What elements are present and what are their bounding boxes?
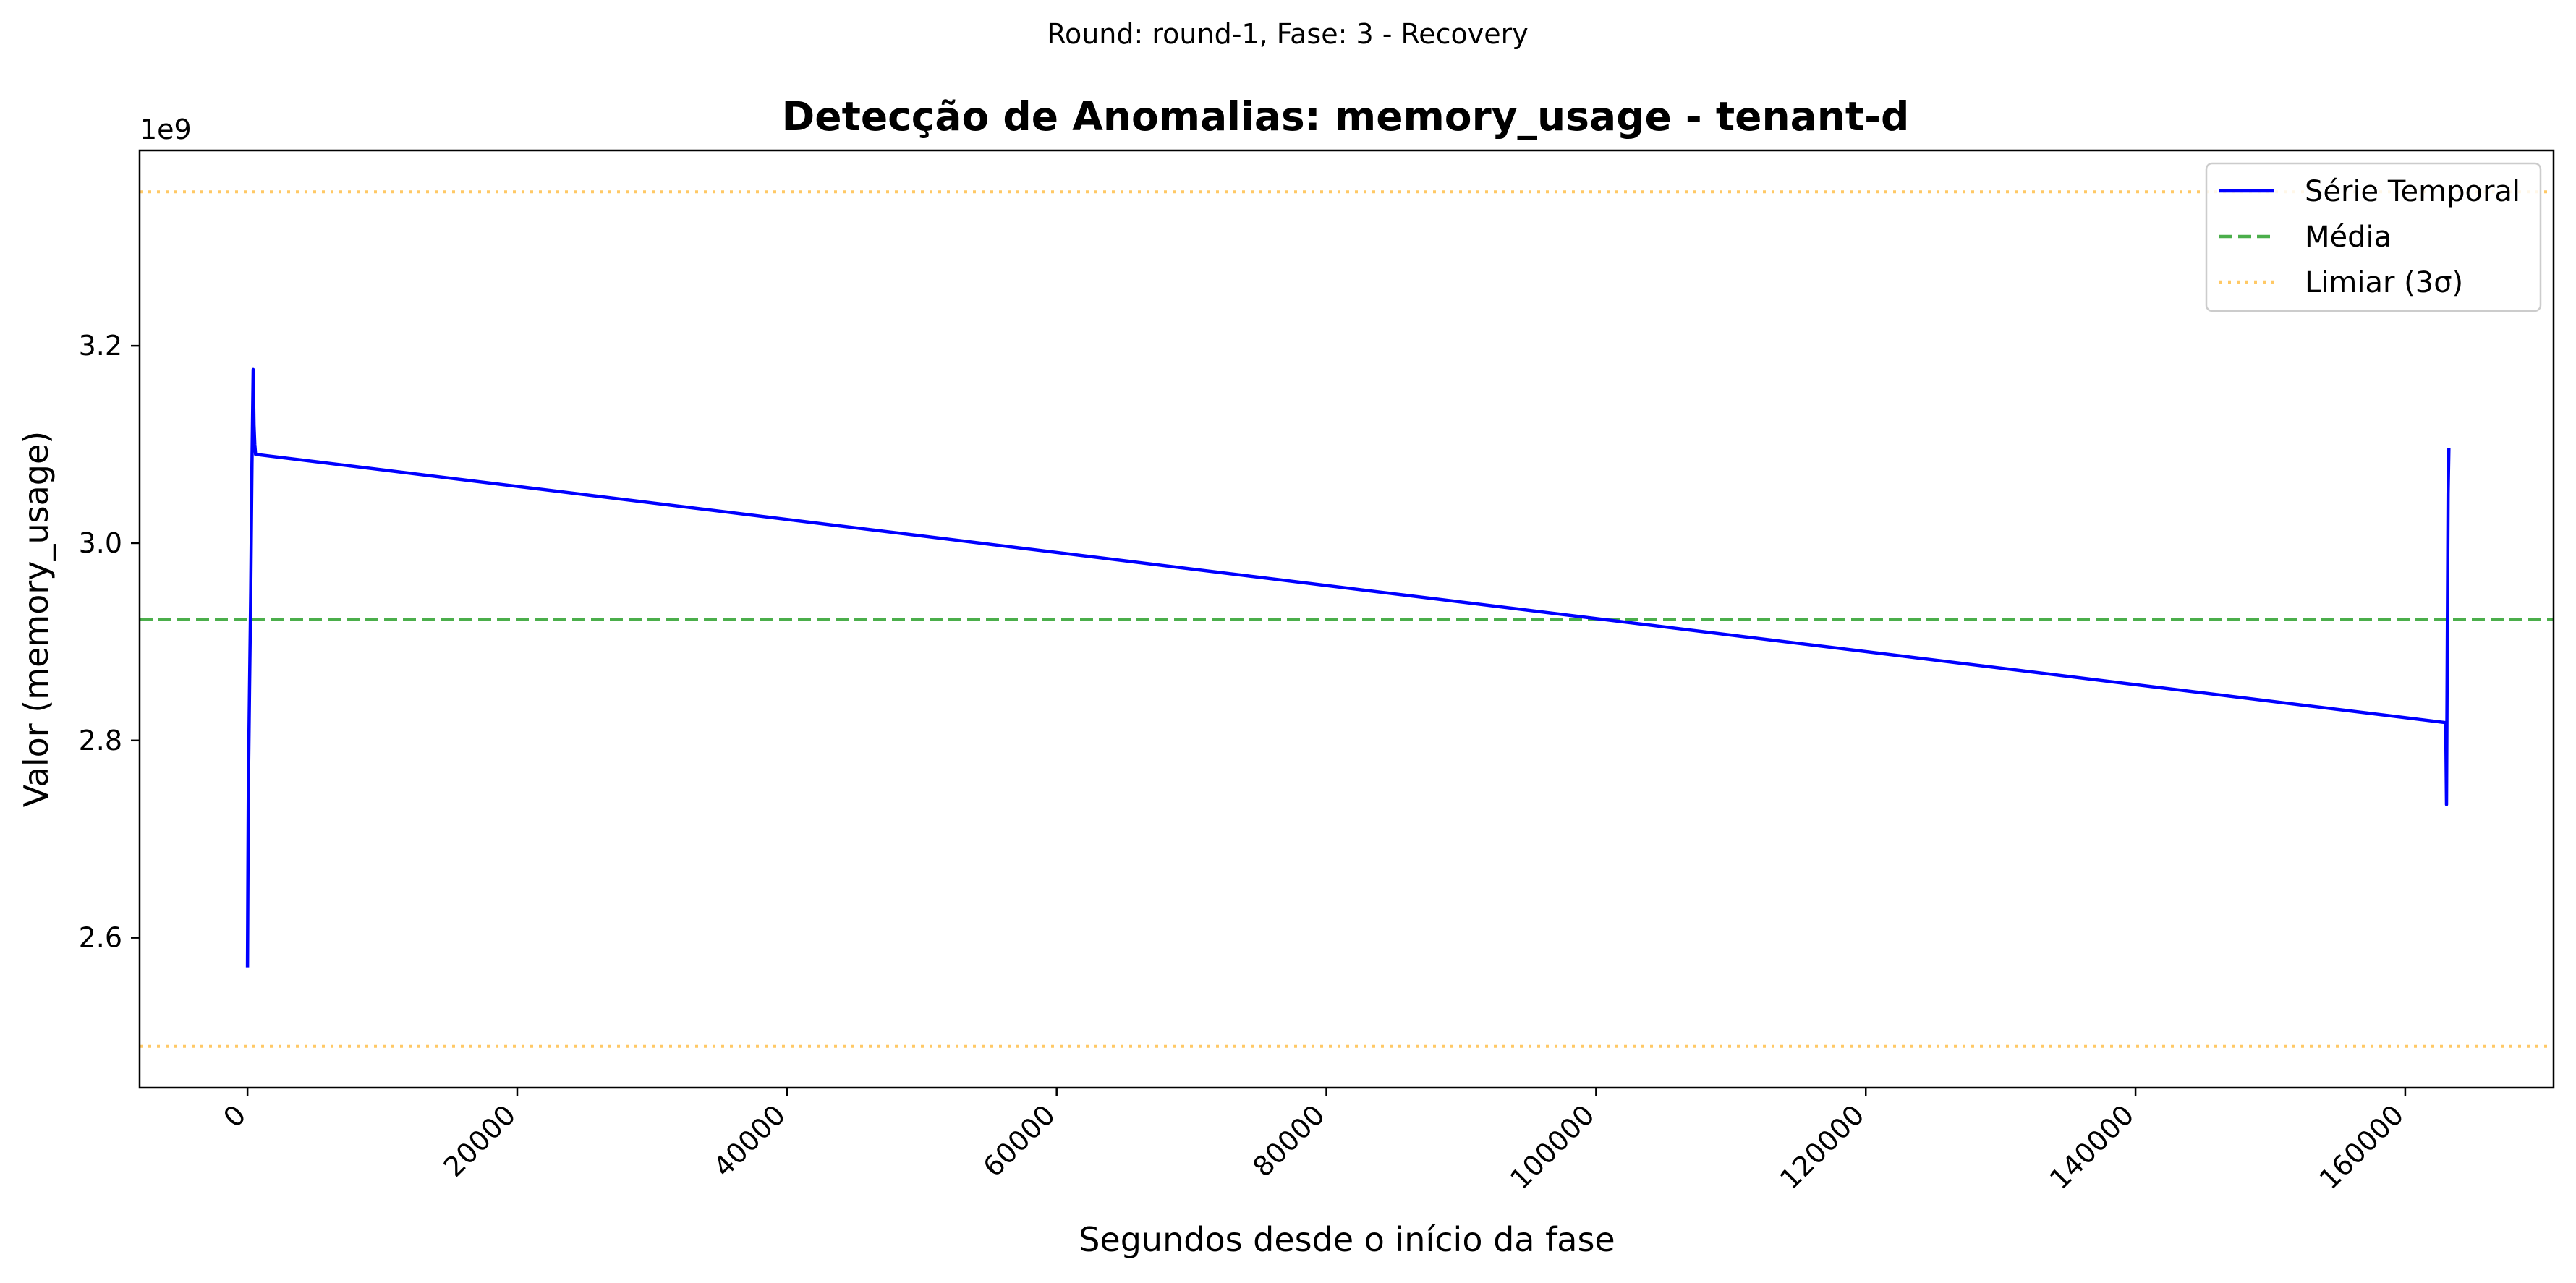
x-tick-label: 60000 (977, 1099, 1061, 1183)
x-tick-label: 160000 (2313, 1099, 2410, 1195)
legend-label: Limiar (3σ) (2305, 266, 2463, 299)
y-axis: 2.6 2.8 3.0 3.2 (79, 330, 140, 954)
y-tick-label: 3.2 (79, 330, 122, 362)
y-tick-label: 2.8 (79, 725, 122, 756)
x-tick-label: 20000 (438, 1099, 522, 1183)
x-tick-label: 80000 (1246, 1099, 1331, 1183)
x-tick-label: 0 (217, 1099, 252, 1133)
x-axis-label: Segundos desde o início da fase (1079, 1220, 1615, 1259)
plot-area (140, 190, 2554, 1048)
y-axis-label: Valor (memory_usage) (17, 431, 56, 807)
x-tick-label: 120000 (1774, 1099, 1871, 1195)
x-tick-label: 140000 (2044, 1099, 2141, 1195)
legend-label: Média (2305, 221, 2392, 254)
series-line-serie-temporal (245, 367, 2451, 968)
x-tick-label: 40000 (707, 1099, 792, 1183)
legend-box (2205, 162, 2542, 312)
y-tick-label: 3.0 (79, 527, 122, 559)
y-tick-label: 2.6 (79, 922, 122, 954)
chart-title: Detecção de Anomalias: memory_usage - te… (782, 93, 1910, 140)
y-offset-label: 1e9 (140, 114, 192, 145)
legend-label: Série Temporal (2305, 175, 2520, 208)
legend: Série Temporal Média Limiar (3σ) (2205, 162, 2542, 312)
figure-suptitle: Round: round-1, Fase: 3 - Recovery (1047, 18, 1528, 50)
x-tick-label: 100000 (1504, 1099, 1601, 1195)
x-axis: 0 20000 40000 60000 80000 100000 120000 140000 1… (217, 1088, 2410, 1195)
axes-frame (138, 149, 2555, 1089)
